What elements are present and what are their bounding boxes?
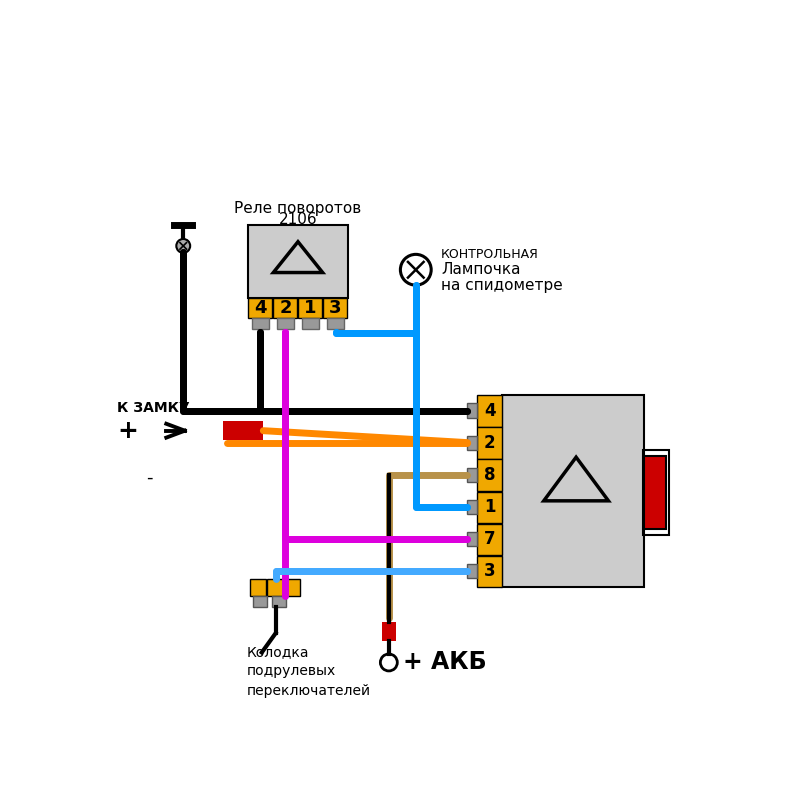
Text: -: - [146,469,153,487]
Bar [284,579,301,597]
Text: 3: 3 [329,299,341,317]
Bar [302,318,319,329]
Bar [477,427,502,458]
Text: 8: 8 [484,466,495,484]
Text: 2: 2 [484,433,495,451]
Text: 1: 1 [305,299,316,317]
Bar [467,403,477,418]
Bar [254,597,267,607]
Bar [644,456,666,529]
Bar [277,318,294,329]
Bar [382,622,396,641]
Bar [250,579,266,597]
Text: 2106: 2106 [279,212,317,227]
Bar [252,318,268,329]
Circle shape [177,239,190,253]
Bar [467,531,477,546]
Bar [223,422,263,440]
Text: Лампочка: Лампочка [441,262,520,277]
Bar [467,436,477,450]
Text: Реле поворотов: Реле поворотов [235,201,362,216]
Bar [502,395,644,587]
Bar [273,298,298,318]
Text: 2: 2 [279,299,292,317]
Text: 7: 7 [484,530,495,548]
Bar [327,318,344,329]
Text: 4: 4 [484,402,495,419]
Bar [323,298,347,318]
Bar [477,556,502,587]
Bar [298,298,322,318]
Bar [477,396,502,426]
Bar [477,491,502,523]
Bar [477,459,502,491]
Text: 4: 4 [254,299,267,317]
Text: на спидометре: на спидометре [441,278,563,293]
Bar [477,524,502,555]
Bar [248,225,348,298]
Bar [467,500,477,514]
Bar [248,298,272,318]
Text: КОНТРОЛЬНАЯ: КОНТРОЛЬНАЯ [441,248,539,261]
Bar [467,468,477,482]
Text: К ЗАМКУ: К ЗАМКУ [117,400,190,414]
Text: + АКБ: + АКБ [403,651,487,674]
Text: +: + [117,419,138,444]
Text: 3: 3 [484,562,495,580]
Text: 1: 1 [484,498,495,516]
Text: Колодка
подрулевых
переключателей: Колодка подрулевых переключателей [246,644,371,698]
Bar [267,579,283,597]
Bar [467,564,477,578]
Bar [272,597,286,607]
Bar [643,450,669,535]
